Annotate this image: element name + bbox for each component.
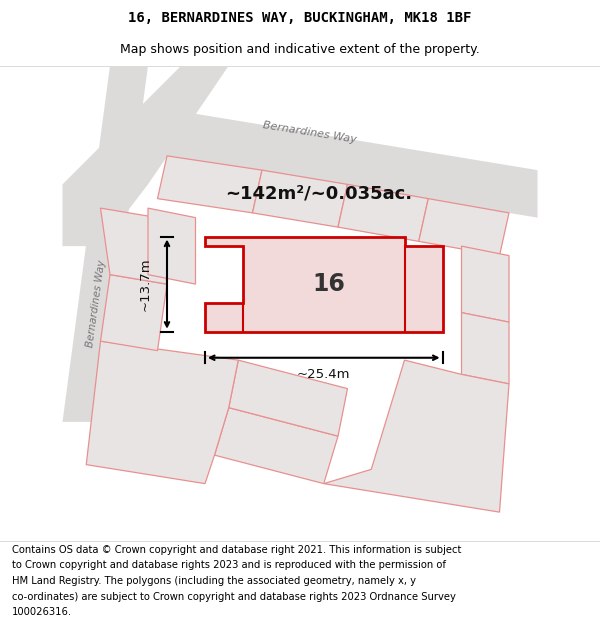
Polygon shape bbox=[134, 104, 538, 218]
Text: ~13.7m: ~13.7m bbox=[139, 258, 152, 311]
Polygon shape bbox=[461, 246, 509, 322]
Text: Map shows position and indicative extent of the property.: Map shows position and indicative extent… bbox=[120, 42, 480, 56]
Text: 100026316.: 100026316. bbox=[12, 608, 72, 618]
Text: 16, BERNARDINES WAY, BUCKINGHAM, MK18 1BF: 16, BERNARDINES WAY, BUCKINGHAM, MK18 1B… bbox=[128, 11, 472, 26]
Polygon shape bbox=[205, 237, 443, 332]
Text: ~25.4m: ~25.4m bbox=[297, 368, 350, 381]
Polygon shape bbox=[229, 360, 347, 436]
Polygon shape bbox=[100, 274, 167, 351]
Text: HM Land Registry. The polygons (including the associated geometry, namely x, y: HM Land Registry. The polygons (includin… bbox=[12, 576, 416, 586]
Polygon shape bbox=[461, 312, 509, 384]
Text: co-ordinates) are subject to Crown copyright and database rights 2023 Ordnance S: co-ordinates) are subject to Crown copyr… bbox=[12, 592, 456, 602]
Text: Bernardines Way: Bernardines Way bbox=[85, 259, 107, 348]
Text: 16: 16 bbox=[312, 272, 345, 296]
Polygon shape bbox=[338, 184, 428, 241]
Polygon shape bbox=[86, 341, 238, 484]
Polygon shape bbox=[100, 208, 167, 284]
Text: ~142m²/~0.035ac.: ~142m²/~0.035ac. bbox=[226, 185, 413, 203]
Polygon shape bbox=[324, 360, 509, 512]
Polygon shape bbox=[157, 156, 262, 213]
Polygon shape bbox=[62, 66, 229, 246]
Polygon shape bbox=[62, 66, 148, 422]
Polygon shape bbox=[148, 208, 196, 284]
Text: Bernardines Way: Bernardines Way bbox=[262, 120, 357, 144]
Text: to Crown copyright and database rights 2023 and is reproduced with the permissio: to Crown copyright and database rights 2… bbox=[12, 561, 446, 571]
Polygon shape bbox=[253, 170, 347, 227]
Text: Contains OS data © Crown copyright and database right 2021. This information is : Contains OS data © Crown copyright and d… bbox=[12, 545, 461, 555]
Polygon shape bbox=[419, 199, 509, 256]
Polygon shape bbox=[215, 408, 338, 484]
